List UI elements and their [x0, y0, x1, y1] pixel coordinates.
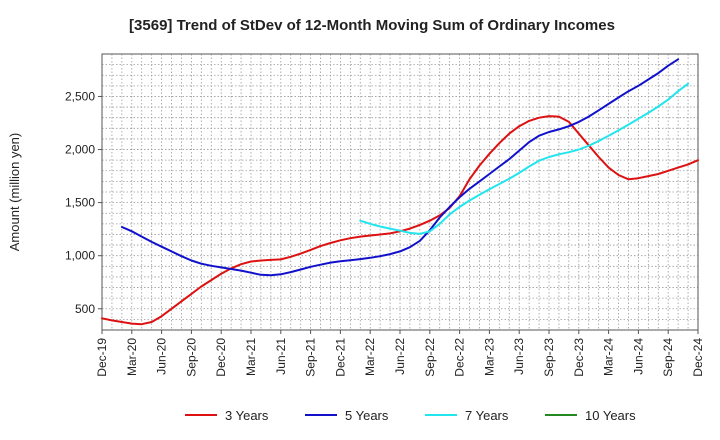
legend-label: 3 Years — [225, 408, 269, 423]
legend-label: 10 Years — [585, 408, 636, 423]
x-tick-label: Jun-22 — [393, 338, 407, 375]
y-tick-label: 2,000 — [65, 143, 95, 157]
x-tick-label: Dec-19 — [95, 338, 109, 377]
x-tick-label: Sep-24 — [661, 338, 675, 377]
y-axis: 500 1,000 1,500 2,000 2,500 — [65, 89, 102, 316]
x-tick-label: Dec-21 — [333, 338, 347, 377]
x-tick-label: Sep-21 — [304, 338, 318, 377]
y-tick-label: 1,000 — [65, 249, 95, 263]
x-tick-label: Mar-21 — [244, 338, 258, 376]
x-tick-label: Mar-22 — [363, 338, 377, 376]
x-tick-label: Jun-23 — [512, 338, 526, 375]
x-tick-label: Sep-22 — [423, 338, 437, 377]
series-lines — [101, 58, 699, 326]
x-tick-label: Mar-23 — [482, 338, 496, 376]
x-tick-label: Mar-24 — [602, 338, 616, 376]
series-line-5-years — [120, 58, 680, 277]
x-tick-label: Dec-23 — [572, 338, 586, 377]
legend: 3 Years 5 Years 7 Years 10 Years — [185, 408, 636, 423]
x-tick-label: Dec-22 — [453, 338, 467, 377]
y-tick-label: 500 — [75, 302, 95, 316]
x-tick-label: Sep-23 — [542, 338, 556, 377]
chart-title: [3569] Trend of StDev of 12-Month Moving… — [129, 17, 615, 34]
grid — [101, 53, 699, 331]
x-tick-label: Dec-20 — [214, 338, 228, 377]
x-tick-label: Jun-24 — [631, 338, 645, 375]
x-axis: Dec-19 Mar-20 Jun-20 Sep-20 Dec-20 Mar-21 Jun-… — [95, 330, 705, 377]
legend-label: 7 Years — [465, 408, 509, 423]
legend-label: 5 Years — [345, 408, 389, 423]
y-axis-label: Amount (million yen) — [7, 133, 22, 252]
y-tick-label: 2,500 — [65, 89, 95, 103]
x-tick-label: Dec-24 — [691, 338, 705, 377]
series-line-7-years — [359, 82, 690, 235]
x-tick-label: Jun-21 — [274, 338, 288, 375]
y-tick-label: 1,500 — [65, 196, 95, 210]
x-tick-label: Mar-20 — [125, 338, 139, 376]
x-tick-label: Sep-20 — [184, 338, 198, 377]
x-tick-label: Jun-20 — [155, 338, 169, 375]
